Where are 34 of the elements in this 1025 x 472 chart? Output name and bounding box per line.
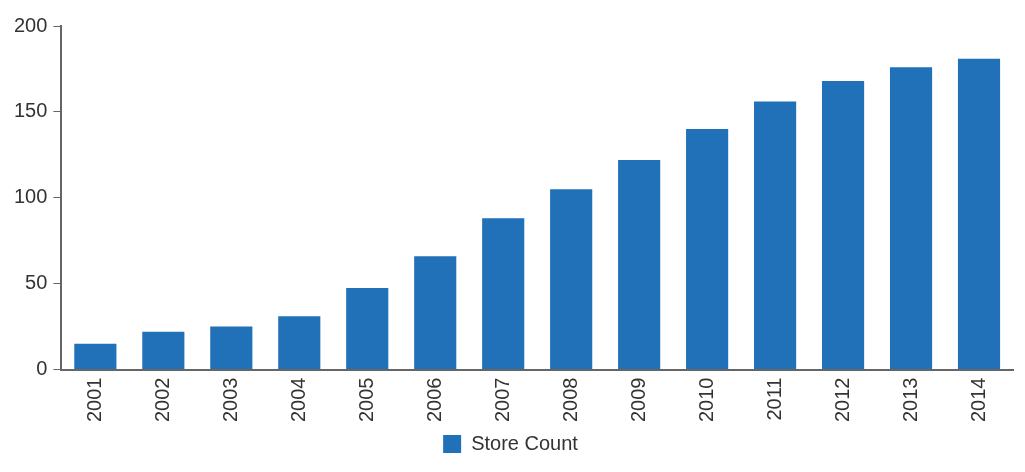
y-tick-label: 0 <box>36 357 48 380</box>
y-tick-label: 100 <box>13 185 48 208</box>
x-tick-label: 2008 <box>558 377 581 423</box>
legend-label: Store Count <box>471 431 579 454</box>
bar <box>550 189 593 370</box>
x-tick-label: 2005 <box>354 377 377 423</box>
bar <box>889 67 933 370</box>
x-tick-label: 2002 <box>150 377 173 423</box>
bar <box>74 343 117 370</box>
bar <box>142 331 185 370</box>
bar <box>957 58 1001 370</box>
bar <box>210 326 253 370</box>
bar <box>754 101 797 370</box>
x-tick-label: 2011 <box>762 377 785 421</box>
x-tick-label: 2006 <box>422 377 445 423</box>
bar <box>618 159 661 370</box>
x-tick-label: 2001 <box>82 377 105 423</box>
x-tick-label: 2007 <box>490 377 513 423</box>
x-tick-label: 2013 <box>898 377 921 423</box>
x-tick-label: 2004 <box>286 377 309 423</box>
x-tick-label: 2010 <box>694 377 717 423</box>
bar <box>414 256 457 370</box>
x-tick-label: 2009 <box>626 377 649 423</box>
x-tick-label: 2012 <box>830 377 853 423</box>
y-tick-label: 50 <box>25 271 48 294</box>
y-tick-label: 200 <box>13 13 48 36</box>
x-tick-label: 2014 <box>966 377 989 423</box>
bar <box>821 80 865 370</box>
bar <box>346 287 389 370</box>
bar <box>278 316 321 370</box>
bar <box>482 218 525 370</box>
bar <box>686 129 729 370</box>
x-tick-label: 2003 <box>218 377 241 423</box>
y-tick-label: 150 <box>13 99 48 122</box>
